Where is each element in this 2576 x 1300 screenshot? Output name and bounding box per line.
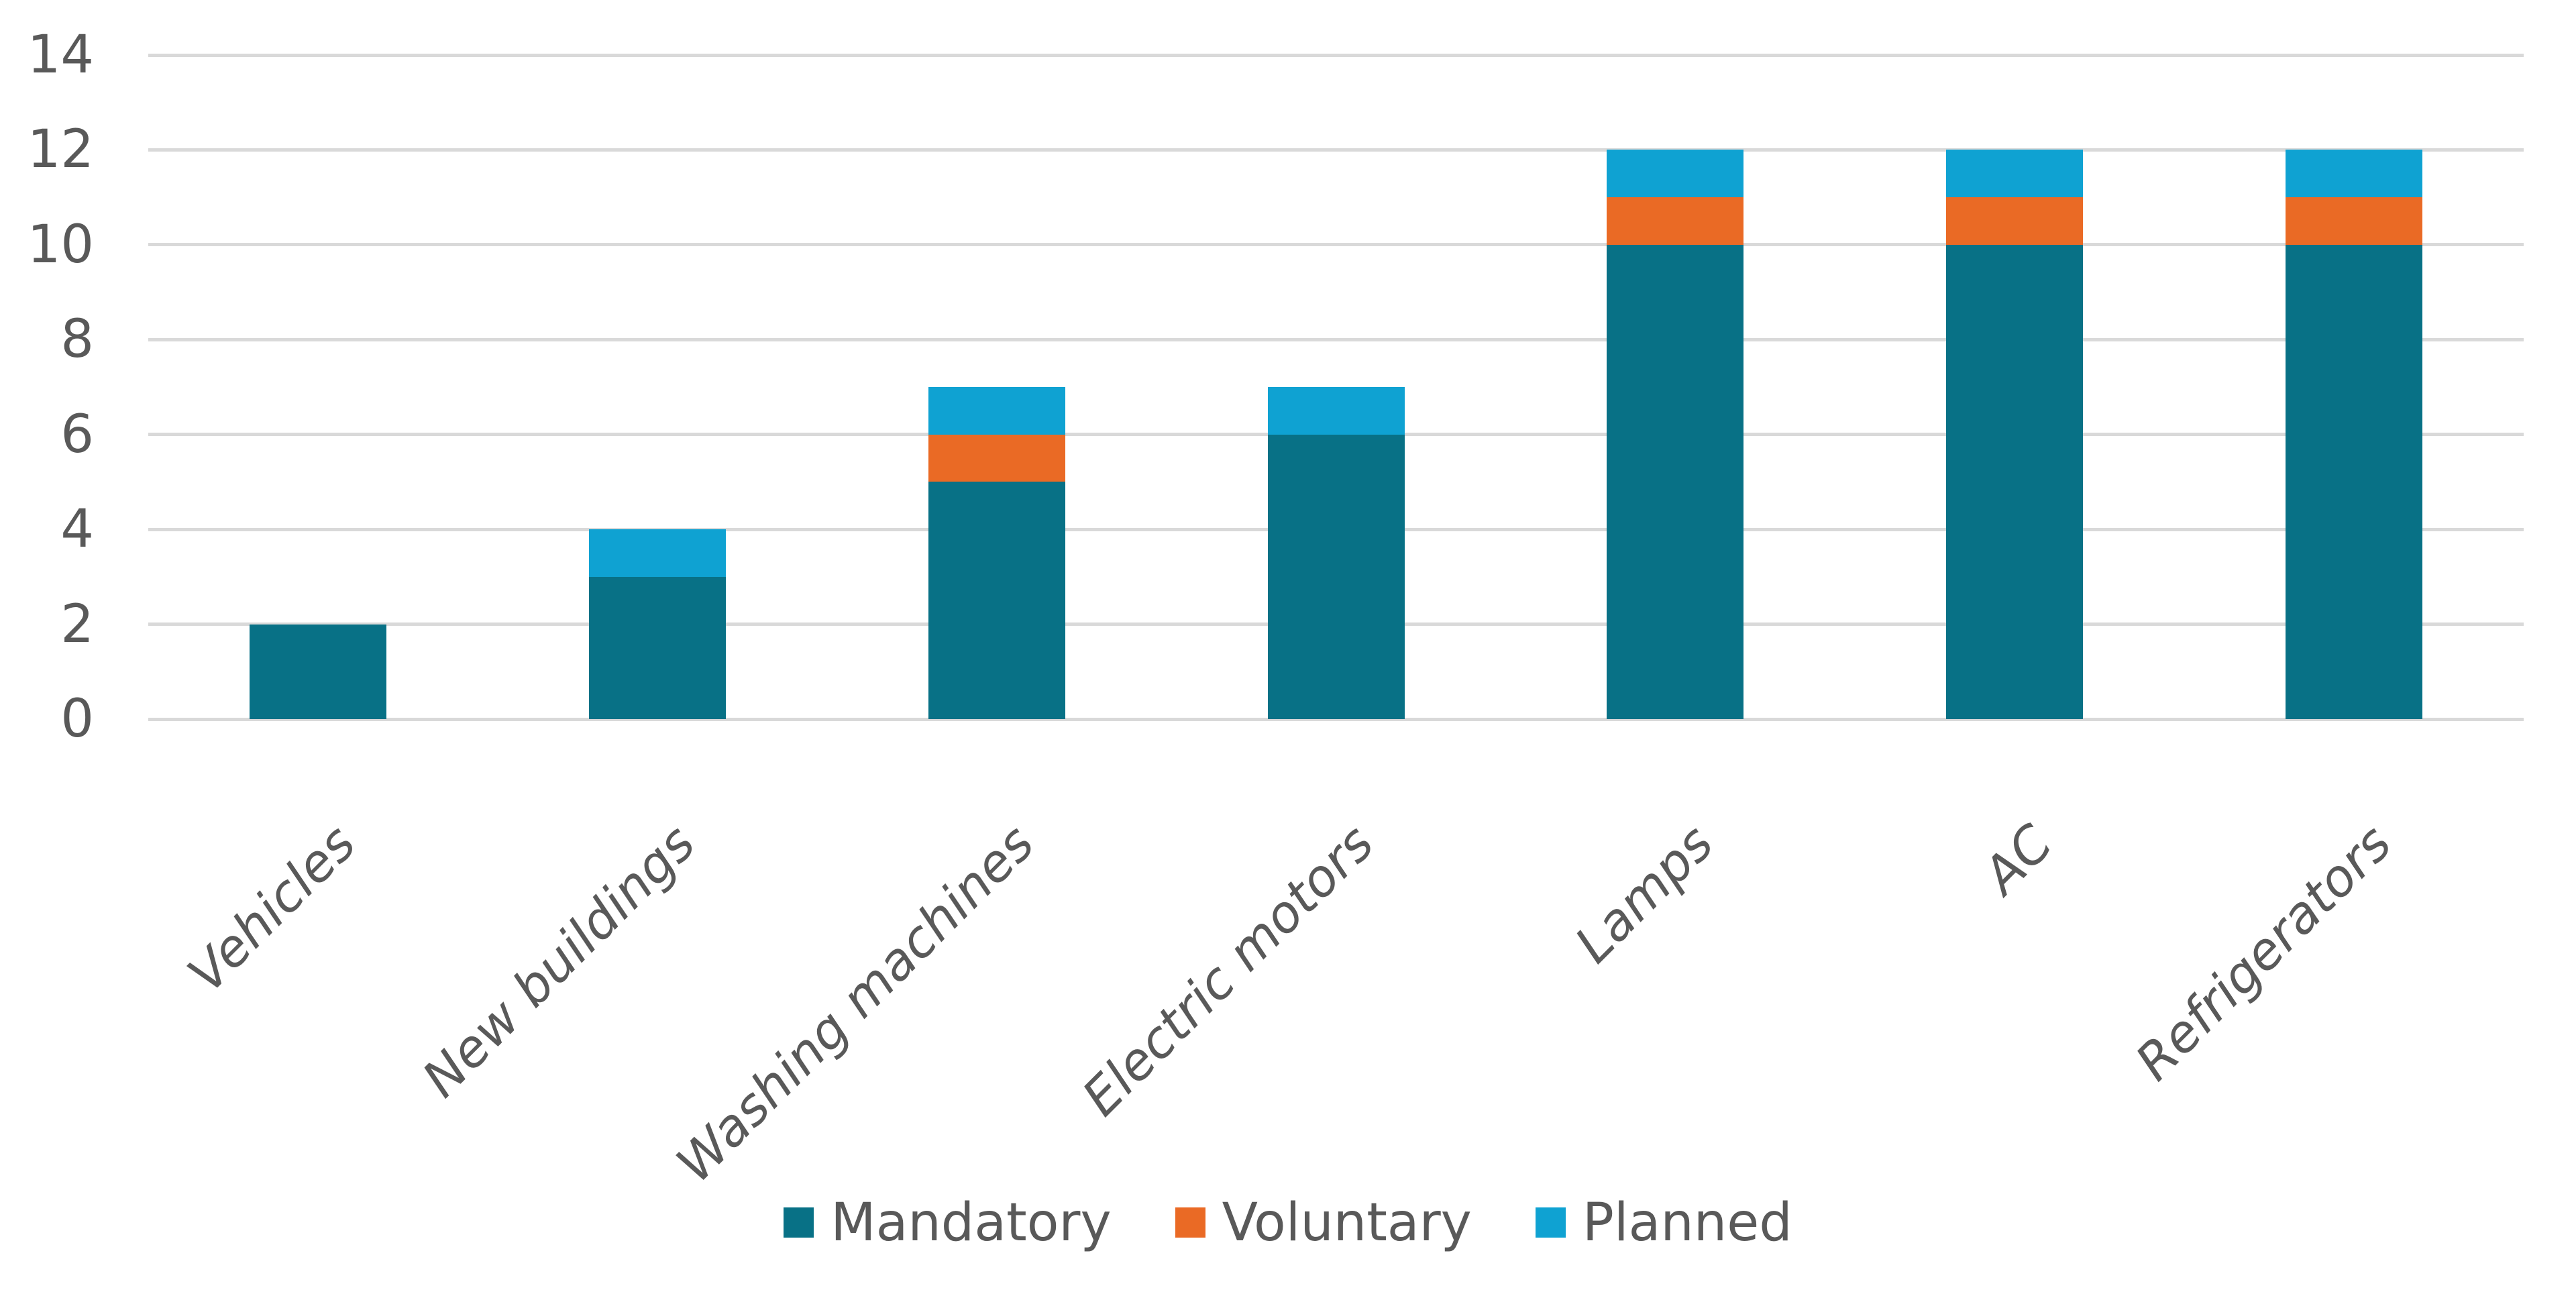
y-tick-label-10: 10 (27, 214, 94, 275)
bar-segment-ac-voluntary (1946, 197, 2084, 245)
legend: Mandatory Voluntary Planned (0, 1191, 2576, 1254)
legend-swatch-voluntary-icon (1175, 1207, 1205, 1238)
bar-segment-vehicles-mandatory (249, 624, 386, 719)
y-tick-label-6: 6 (60, 404, 94, 465)
legend-label-mandatory: Mandatory (830, 1192, 1112, 1253)
x-axis-label-lamps: Lamps (1563, 813, 1725, 975)
x-axis-label-electric-motors: Electric motors (1071, 813, 1385, 1128)
legend-label-planned: Planned (1582, 1192, 1792, 1253)
x-axis-label-ac: AC (1971, 813, 2064, 906)
bar-segment-new-buildings-mandatory (588, 576, 726, 719)
y-tick-label-0: 0 (60, 689, 94, 749)
y-axis: 0 2 4 6 8 10 12 14 (0, 0, 94, 1300)
legend-label-voluntary: Voluntary (1222, 1192, 1472, 1253)
bar-segment-lamps-planned (1607, 150, 1744, 198)
legend-item-planned: Planned (1535, 1192, 1792, 1253)
gridline-y-8 (148, 337, 2524, 341)
bar-segment-washing-machines-mandatory (928, 482, 1065, 719)
bar-segment-electric-motors-mandatory (1267, 434, 1405, 719)
legend-item-mandatory: Mandatory (784, 1192, 1112, 1253)
x-axis-label-washing-machines: Washing machines (665, 813, 1046, 1194)
bar-segment-ac-mandatory (1946, 244, 2084, 719)
gridline-y-10 (148, 243, 2524, 247)
legend-swatch-planned-icon (1535, 1207, 1566, 1238)
bar-segment-lamps-voluntary (1607, 197, 1744, 245)
bar-segment-refrigerators-voluntary (2286, 197, 2423, 245)
legend-swatch-mandatory-icon (784, 1207, 814, 1238)
bar-segment-ac-planned (1946, 150, 2084, 198)
gridline-y-12 (148, 148, 2524, 152)
x-axis-label-refrigerators: Refrigerators (2124, 813, 2404, 1092)
plot-area (148, 53, 2524, 721)
gridline-y-0 (148, 717, 2524, 721)
x-axis-label-vehicles: Vehicles (176, 813, 367, 1004)
y-tick-label-4: 4 (60, 499, 94, 560)
bar-segment-refrigerators-mandatory (2286, 244, 2423, 719)
bar-segment-lamps-mandatory (1607, 244, 1744, 719)
y-tick-label-12: 12 (27, 119, 94, 180)
bar-segment-washing-machines-planned (928, 387, 1065, 435)
bar-segment-electric-motors-planned (1267, 387, 1405, 435)
x-axis-label-new-buildings: New buildings (411, 813, 706, 1109)
bar-segment-refrigerators-planned (2286, 150, 2423, 198)
bar-segment-new-buildings-planned (588, 529, 726, 577)
legend-item-voluntary: Voluntary (1175, 1197, 1472, 1249)
y-tick-label-2: 2 (60, 594, 94, 655)
y-tick-label-8: 8 (60, 309, 94, 370)
bar-segment-washing-machines-voluntary (928, 434, 1065, 482)
y-tick-label-14: 14 (27, 25, 94, 85)
gridline-y-14 (148, 53, 2524, 57)
